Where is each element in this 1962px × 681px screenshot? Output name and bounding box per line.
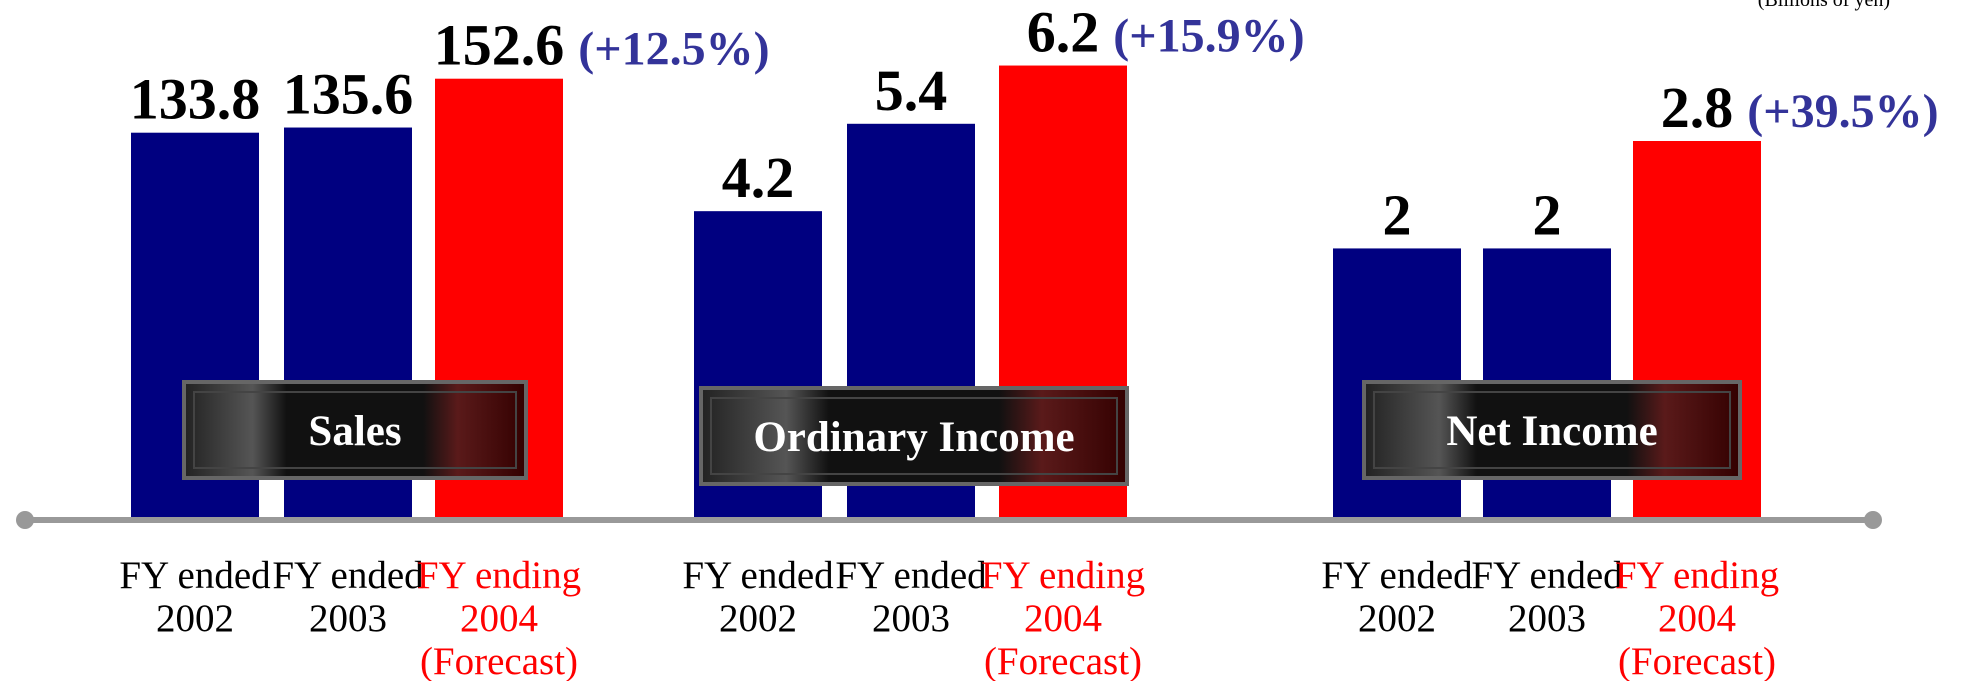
- value-label: 6.2: [1027, 0, 1100, 65]
- x-tick-label: 2002: [156, 597, 234, 640]
- value-label: 2: [1533, 182, 1562, 247]
- panel-title: Ordinary Income: [753, 414, 1074, 461]
- x-tick-label: (Forecast): [984, 640, 1142, 681]
- value-label: 4.2: [722, 145, 795, 210]
- x-tick-label: FY ending: [981, 554, 1145, 597]
- baseline-end: [16, 511, 34, 529]
- x-tick-label: 2003: [872, 597, 950, 640]
- x-tick-label: FY ending: [417, 554, 581, 597]
- x-tick-label: 2003: [1508, 597, 1586, 640]
- x-tick-label: FY ended: [272, 554, 424, 597]
- x-tick-label: 2004: [1658, 597, 1736, 640]
- x-tick-label: FY ended: [682, 554, 834, 597]
- panel-box: [182, 380, 528, 480]
- panel-box-inner: [193, 391, 517, 469]
- x-tick-label: 2002: [1358, 597, 1436, 640]
- x-tick-label: 2003: [309, 597, 387, 640]
- baseline-end: [1864, 511, 1882, 529]
- x-tick-label: FY ending: [1615, 554, 1779, 597]
- x-tick-label: FY ended: [1321, 554, 1473, 597]
- value-label: 133.8: [130, 67, 261, 132]
- x-tick-label: (Forecast): [1618, 640, 1776, 681]
- x-tick-label: FY ended: [119, 554, 271, 597]
- x-tick-label: FY ended: [1471, 554, 1623, 597]
- x-tick-label: 2002: [719, 597, 797, 640]
- panel-title: Net Income: [1446, 408, 1657, 455]
- annotation: (+15.9%): [1113, 10, 1304, 63]
- value-label: 135.6: [283, 62, 414, 127]
- panel-title: Sales: [308, 408, 401, 455]
- panel-box: [1362, 380, 1742, 480]
- value-label: 2: [1383, 182, 1412, 247]
- annotation: (+39.5%): [1747, 85, 1938, 138]
- value-label: 152.6: [434, 13, 565, 78]
- x-tick-label: 2004: [460, 597, 538, 640]
- panel-box-inner: [1373, 391, 1731, 469]
- panel-box-inner: [710, 397, 1118, 475]
- x-tick-label: 2004: [1024, 597, 1102, 640]
- x-tick-label: FY ended: [835, 554, 987, 597]
- value-label: 5.4: [875, 58, 948, 123]
- unit-note: (Billions of yen): [1758, 0, 1890, 11]
- annotation: (+12.5%): [578, 23, 769, 76]
- value-label: 2.8: [1661, 75, 1734, 140]
- panel-box: [699, 386, 1129, 486]
- x-tick-label: (Forecast): [420, 640, 578, 681]
